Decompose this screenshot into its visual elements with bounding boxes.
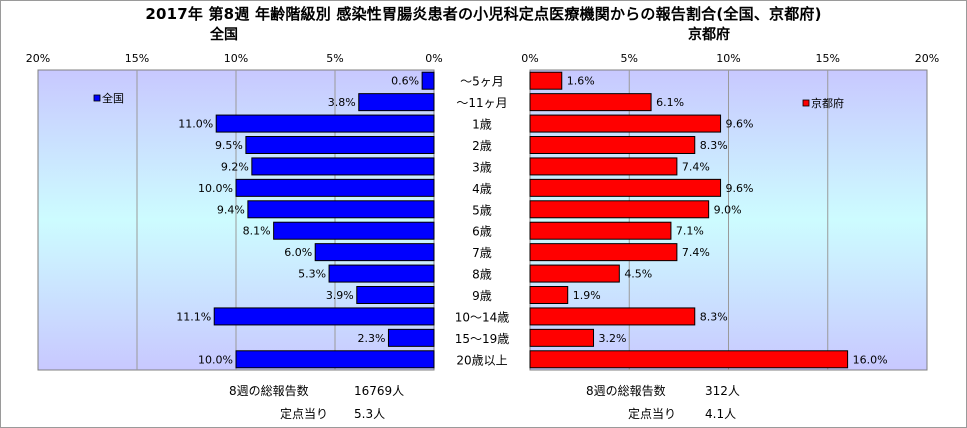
category-label: ～11ヶ月 — [456, 96, 507, 110]
national-bar — [421, 71, 435, 90]
left-x-tick-label: 10% — [224, 52, 248, 65]
national-bar — [245, 136, 435, 154]
national-data-label: 5.3% — [298, 268, 326, 281]
right-x-tick-label: 10% — [716, 52, 740, 65]
kyoto-bar — [529, 221, 672, 240]
left-x-tick-label: 20% — [26, 52, 50, 65]
kyoto-per-label: 定点当り — [628, 407, 677, 421]
national-total-value: 16769人 — [354, 384, 405, 398]
national-data-label: 8.1% — [243, 225, 271, 238]
national-bar — [387, 328, 435, 347]
kyoto-bar — [529, 264, 620, 283]
national-data-label: 10.0% — [198, 182, 233, 195]
national-data-label: 11.1% — [176, 310, 211, 323]
kyoto-legend-label: 京都府 — [811, 96, 844, 110]
kyoto-bar — [529, 286, 569, 304]
category-label: ～5ヶ月 — [460, 75, 504, 89]
kyoto-data-label: 3.2% — [599, 332, 627, 345]
national-data-label: 3.8% — [328, 96, 356, 109]
national-bar — [358, 93, 435, 112]
kyoto-data-label: 9.0% — [714, 203, 742, 216]
kyoto-data-label: 16.0% — [853, 353, 888, 366]
kyoto-bar — [529, 114, 722, 133]
kyoto-data-label: 1.9% — [573, 289, 601, 302]
national-bar — [273, 221, 435, 240]
national-data-label: 10.0% — [198, 353, 233, 366]
kyoto-bar — [529, 93, 652, 112]
national-bar — [356, 286, 435, 304]
kyoto-bar — [529, 200, 710, 219]
kyoto-data-label: 4.5% — [624, 268, 652, 281]
kyoto-bar — [529, 71, 563, 90]
kyoto-per-value: 4.1人 — [705, 407, 737, 421]
category-label: 5歳 — [472, 203, 492, 217]
kyoto-bar — [529, 243, 678, 262]
kyoto-bar — [529, 157, 678, 176]
kyoto-bar — [529, 178, 722, 197]
category-label: 20歳以上 — [456, 353, 507, 367]
national-data-label: 11.0% — [178, 118, 213, 131]
kyoto-data-label: 6.1% — [656, 96, 684, 109]
kyoto-total-label: 8週の総報告数 — [586, 384, 666, 398]
kyoto-data-label: 8.3% — [700, 139, 728, 152]
national-bar — [235, 178, 435, 197]
kyoto-data-label: 9.6% — [726, 182, 754, 195]
left-panel-title: 全国 — [210, 27, 238, 43]
kyoto-total-value: 312人 — [705, 384, 740, 398]
kyoto-data-label: 9.6% — [726, 118, 754, 131]
category-label: 2歳 — [472, 139, 492, 153]
national-bar — [251, 157, 435, 176]
category-label: 1歳 — [472, 118, 492, 132]
national-per-value: 5.3人 — [354, 407, 386, 421]
category-label: 3歳 — [472, 160, 492, 174]
national-total-label: 8週の総報告数 — [229, 384, 309, 398]
category-label: 4歳 — [472, 182, 492, 196]
right-x-tick-label: 15% — [816, 52, 840, 65]
category-label: 7歳 — [472, 246, 492, 260]
national-data-label: 2.3% — [358, 332, 386, 345]
kyoto-data-label: 7.4% — [682, 246, 710, 259]
chart-title: 2017年 第8週 年齢階級別 感染性胃腸炎患者の小児科定点医療機関からの報告割… — [145, 5, 822, 23]
left-x-tick-label: 15% — [125, 52, 149, 65]
national-legend-label: 全国 — [102, 91, 124, 105]
right-x-tick-label: 5% — [621, 52, 638, 65]
national-data-label: 9.2% — [221, 160, 249, 173]
kyoto-bar — [529, 136, 696, 154]
national-data-label: 0.6% — [391, 75, 419, 88]
kyoto-data-label: 1.6% — [567, 75, 595, 88]
kyoto-legend-swatch — [802, 99, 810, 107]
national-data-label: 6.0% — [284, 246, 312, 259]
right-x-tick-label: 20% — [915, 52, 939, 65]
national-bar — [213, 307, 435, 326]
national-bar — [247, 200, 435, 219]
national-data-label: 9.4% — [217, 203, 245, 216]
kyoto-bar — [529, 328, 595, 347]
kyoto-data-label: 7.4% — [682, 160, 710, 173]
right-x-tick-label: 0% — [521, 52, 538, 65]
national-legend-swatch — [93, 94, 101, 102]
category-label: 10～14歳 — [455, 310, 510, 324]
national-per-label: 定点当り — [280, 407, 329, 421]
left-x-tick-label: 5% — [326, 52, 343, 65]
category-label: 9歳 — [472, 289, 492, 303]
right-panel-title: 京都府 — [688, 27, 730, 43]
national-bar — [215, 114, 435, 133]
left-x-tick-label: 0% — [425, 52, 442, 65]
kyoto-bar — [529, 350, 849, 369]
national-data-label: 3.9% — [326, 289, 354, 302]
kyoto-data-label: 8.3% — [700, 310, 728, 323]
category-label: 15～19歳 — [455, 332, 510, 346]
national-bar — [235, 350, 435, 369]
national-bar — [314, 243, 435, 262]
category-label: 8歳 — [472, 268, 492, 282]
kyoto-bar — [529, 307, 696, 326]
kyoto-data-label: 7.1% — [676, 225, 704, 238]
national-data-label: 9.5% — [215, 139, 243, 152]
category-label: 6歳 — [472, 225, 492, 239]
national-bar — [328, 264, 435, 283]
